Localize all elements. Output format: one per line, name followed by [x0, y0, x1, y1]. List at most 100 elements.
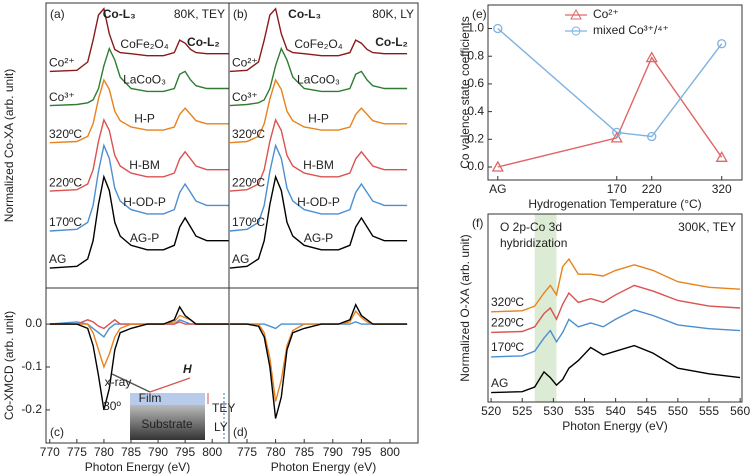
y-tick-label: 0.0 — [467, 159, 484, 173]
series-name: AG — [232, 252, 249, 266]
y-tick-label: 0.8 — [467, 48, 484, 62]
hybridization-band — [534, 214, 557, 402]
film-label: Film — [139, 391, 162, 405]
x-tick-label: 775 — [67, 445, 87, 459]
ly-label: LY — [214, 420, 228, 434]
annotation: Co-L₃ — [288, 7, 321, 21]
series-name: 220ºC — [49, 175, 82, 189]
x-tick-label: 535 — [574, 404, 594, 418]
series-line — [491, 257, 741, 313]
x-tick-label: 520 — [481, 404, 501, 418]
sample-label: LaCoO₃ — [297, 73, 340, 87]
marker — [612, 127, 622, 138]
series-line — [491, 309, 741, 358]
panel-label: (e) — [472, 7, 487, 21]
legend-marker — [571, 26, 581, 36]
sample-label: LaCoO₃ — [123, 73, 166, 87]
series-name: 170ºC — [49, 215, 82, 229]
x-tick-label: 530 — [543, 404, 563, 418]
series-line — [229, 46, 408, 107]
x-tick-label: 780 — [94, 445, 114, 459]
plot-area — [491, 214, 741, 402]
x-tick-label: 800 — [380, 445, 400, 459]
series-line — [49, 174, 229, 269]
series-name: Co²⁺ — [232, 56, 258, 70]
substrate — [130, 405, 205, 440]
plot-area — [49, 305, 229, 411]
beam-label: x-ray — [105, 375, 132, 389]
beam — [111, 373, 151, 393]
x-axis-label: Photon Energy (eV) — [85, 460, 190, 474]
x-tick-label: 320 — [712, 182, 732, 196]
series-line — [229, 118, 408, 192]
series-line — [49, 314, 229, 370]
x-tick-label: 525 — [512, 404, 532, 418]
series-line — [49, 46, 229, 107]
y-axis-label: Co-XMCD (arb. unit) — [2, 311, 16, 420]
series-name: 170ºC — [491, 340, 524, 354]
x-tick-label: 560 — [730, 404, 750, 418]
sample-label: H-OD-P — [123, 195, 166, 209]
series-line — [49, 319, 229, 338]
annotation: Co-L₂ — [375, 35, 408, 49]
series-name: 320ºC — [232, 127, 265, 141]
sample-label: CoFe₂O₄ — [294, 37, 342, 51]
sample-label: H-OD-P — [297, 195, 340, 209]
series-line — [491, 344, 741, 394]
series-name: AG — [49, 252, 66, 266]
x-tick-label: 795 — [175, 445, 195, 459]
plot-area — [49, 7, 229, 269]
x-tick-label: 220 — [642, 182, 662, 196]
marker — [717, 39, 727, 49]
series-line — [49, 78, 229, 144]
series-line — [229, 78, 408, 144]
field-arrow — [149, 377, 191, 393]
annotation: hybridization — [500, 236, 567, 250]
x-tick-label: 555 — [699, 404, 719, 418]
x-axis-label: Hydrogenation Temperature (°C) — [528, 197, 701, 211]
field-label: H — [183, 362, 192, 376]
panel-label: (f) — [472, 216, 483, 230]
y-tick-label: 0.4 — [467, 104, 484, 118]
x-tick-label: 795 — [351, 445, 371, 459]
y-tick-label: 0.6 — [467, 76, 484, 90]
annotation: 80K, LY — [372, 7, 414, 21]
series-name: 320ºC — [49, 127, 82, 141]
annotation: 80K, TEY — [174, 7, 225, 21]
series-name: 220ºC — [232, 175, 265, 189]
x-tick-label: 790 — [323, 445, 343, 459]
x-tick-label: AG — [489, 182, 506, 196]
sample-label: H-BM — [303, 158, 334, 172]
series-name: Co³⁺ — [232, 90, 258, 104]
legend-label: Co²⁺ — [593, 7, 619, 21]
x-tick-label: 785 — [294, 445, 314, 459]
frame — [228, 287, 419, 444]
y-tick-label: 0.0 — [25, 316, 42, 330]
marker — [645, 51, 658, 63]
y-tick-label: -0.2 — [21, 402, 42, 416]
series-name: 220ºC — [491, 316, 524, 330]
annotation: Co-L₂ — [187, 35, 220, 49]
series-line — [229, 174, 408, 269]
panel-label: (c) — [50, 425, 64, 439]
annotation: Co-L₃ — [103, 7, 136, 21]
substrate-label: Substrate — [141, 417, 193, 431]
series-line — [229, 7, 408, 73]
series-line — [229, 303, 408, 419]
x-axis-label: Photon Energy (eV) — [271, 460, 376, 474]
series-line — [491, 284, 741, 334]
plot-area — [229, 303, 408, 419]
x-tick-label: 550 — [668, 404, 688, 418]
series-name: 170ºC — [232, 215, 265, 229]
y-axis-label: Normalized O-XA (arb. unit) — [458, 234, 472, 381]
x-tick-label: 170 — [607, 182, 627, 196]
sample-label: CoFe₂O₄ — [120, 37, 168, 51]
panel-label: (a) — [50, 7, 65, 21]
sample-label: AG-P — [130, 231, 159, 245]
plot-area — [497, 27, 723, 168]
angle-label: 30º — [103, 399, 121, 413]
series-line — [49, 7, 229, 73]
marker — [610, 131, 623, 143]
